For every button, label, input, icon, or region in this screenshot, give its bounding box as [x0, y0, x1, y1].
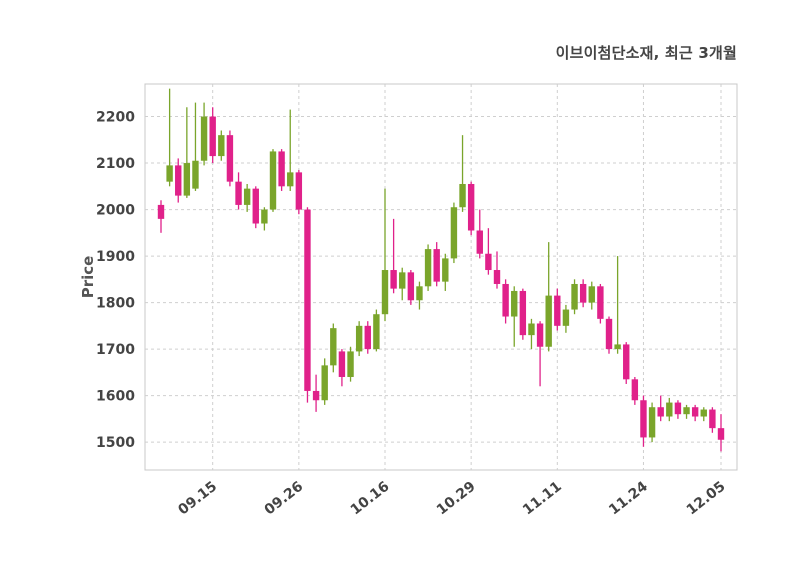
- svg-text:12.05: 12.05: [684, 479, 729, 519]
- y-axis-label: Price: [79, 255, 97, 299]
- svg-text:09.15: 09.15: [175, 479, 220, 519]
- gridlines: [144, 83, 738, 471]
- svg-text:1600: 1600: [96, 389, 135, 405]
- svg-text:2000: 2000: [96, 203, 135, 219]
- svg-text:09.26: 09.26: [262, 479, 307, 519]
- svg-text:1900: 1900: [96, 249, 135, 265]
- svg-text:11.24: 11.24: [606, 478, 651, 518]
- axis-tick-labels: 1500 1600 1700 1800 1900 2000 2100 2200 09.15 09.…: [96, 110, 728, 519]
- chart-title: 이브이첨단소재, 최근 3개월: [555, 44, 737, 62]
- svg-text:1700: 1700: [96, 342, 135, 358]
- svg-text:11.11: 11.11: [520, 479, 565, 519]
- svg-text:2200: 2200: [96, 110, 135, 126]
- svg-text:1800: 1800: [96, 296, 135, 312]
- svg-text:10.29: 10.29: [434, 479, 479, 519]
- svg-text:10.16: 10.16: [348, 479, 393, 519]
- svg-text:2100: 2100: [96, 156, 135, 172]
- candles: [157, 88, 725, 452]
- svg-text:1500: 1500: [96, 435, 135, 451]
